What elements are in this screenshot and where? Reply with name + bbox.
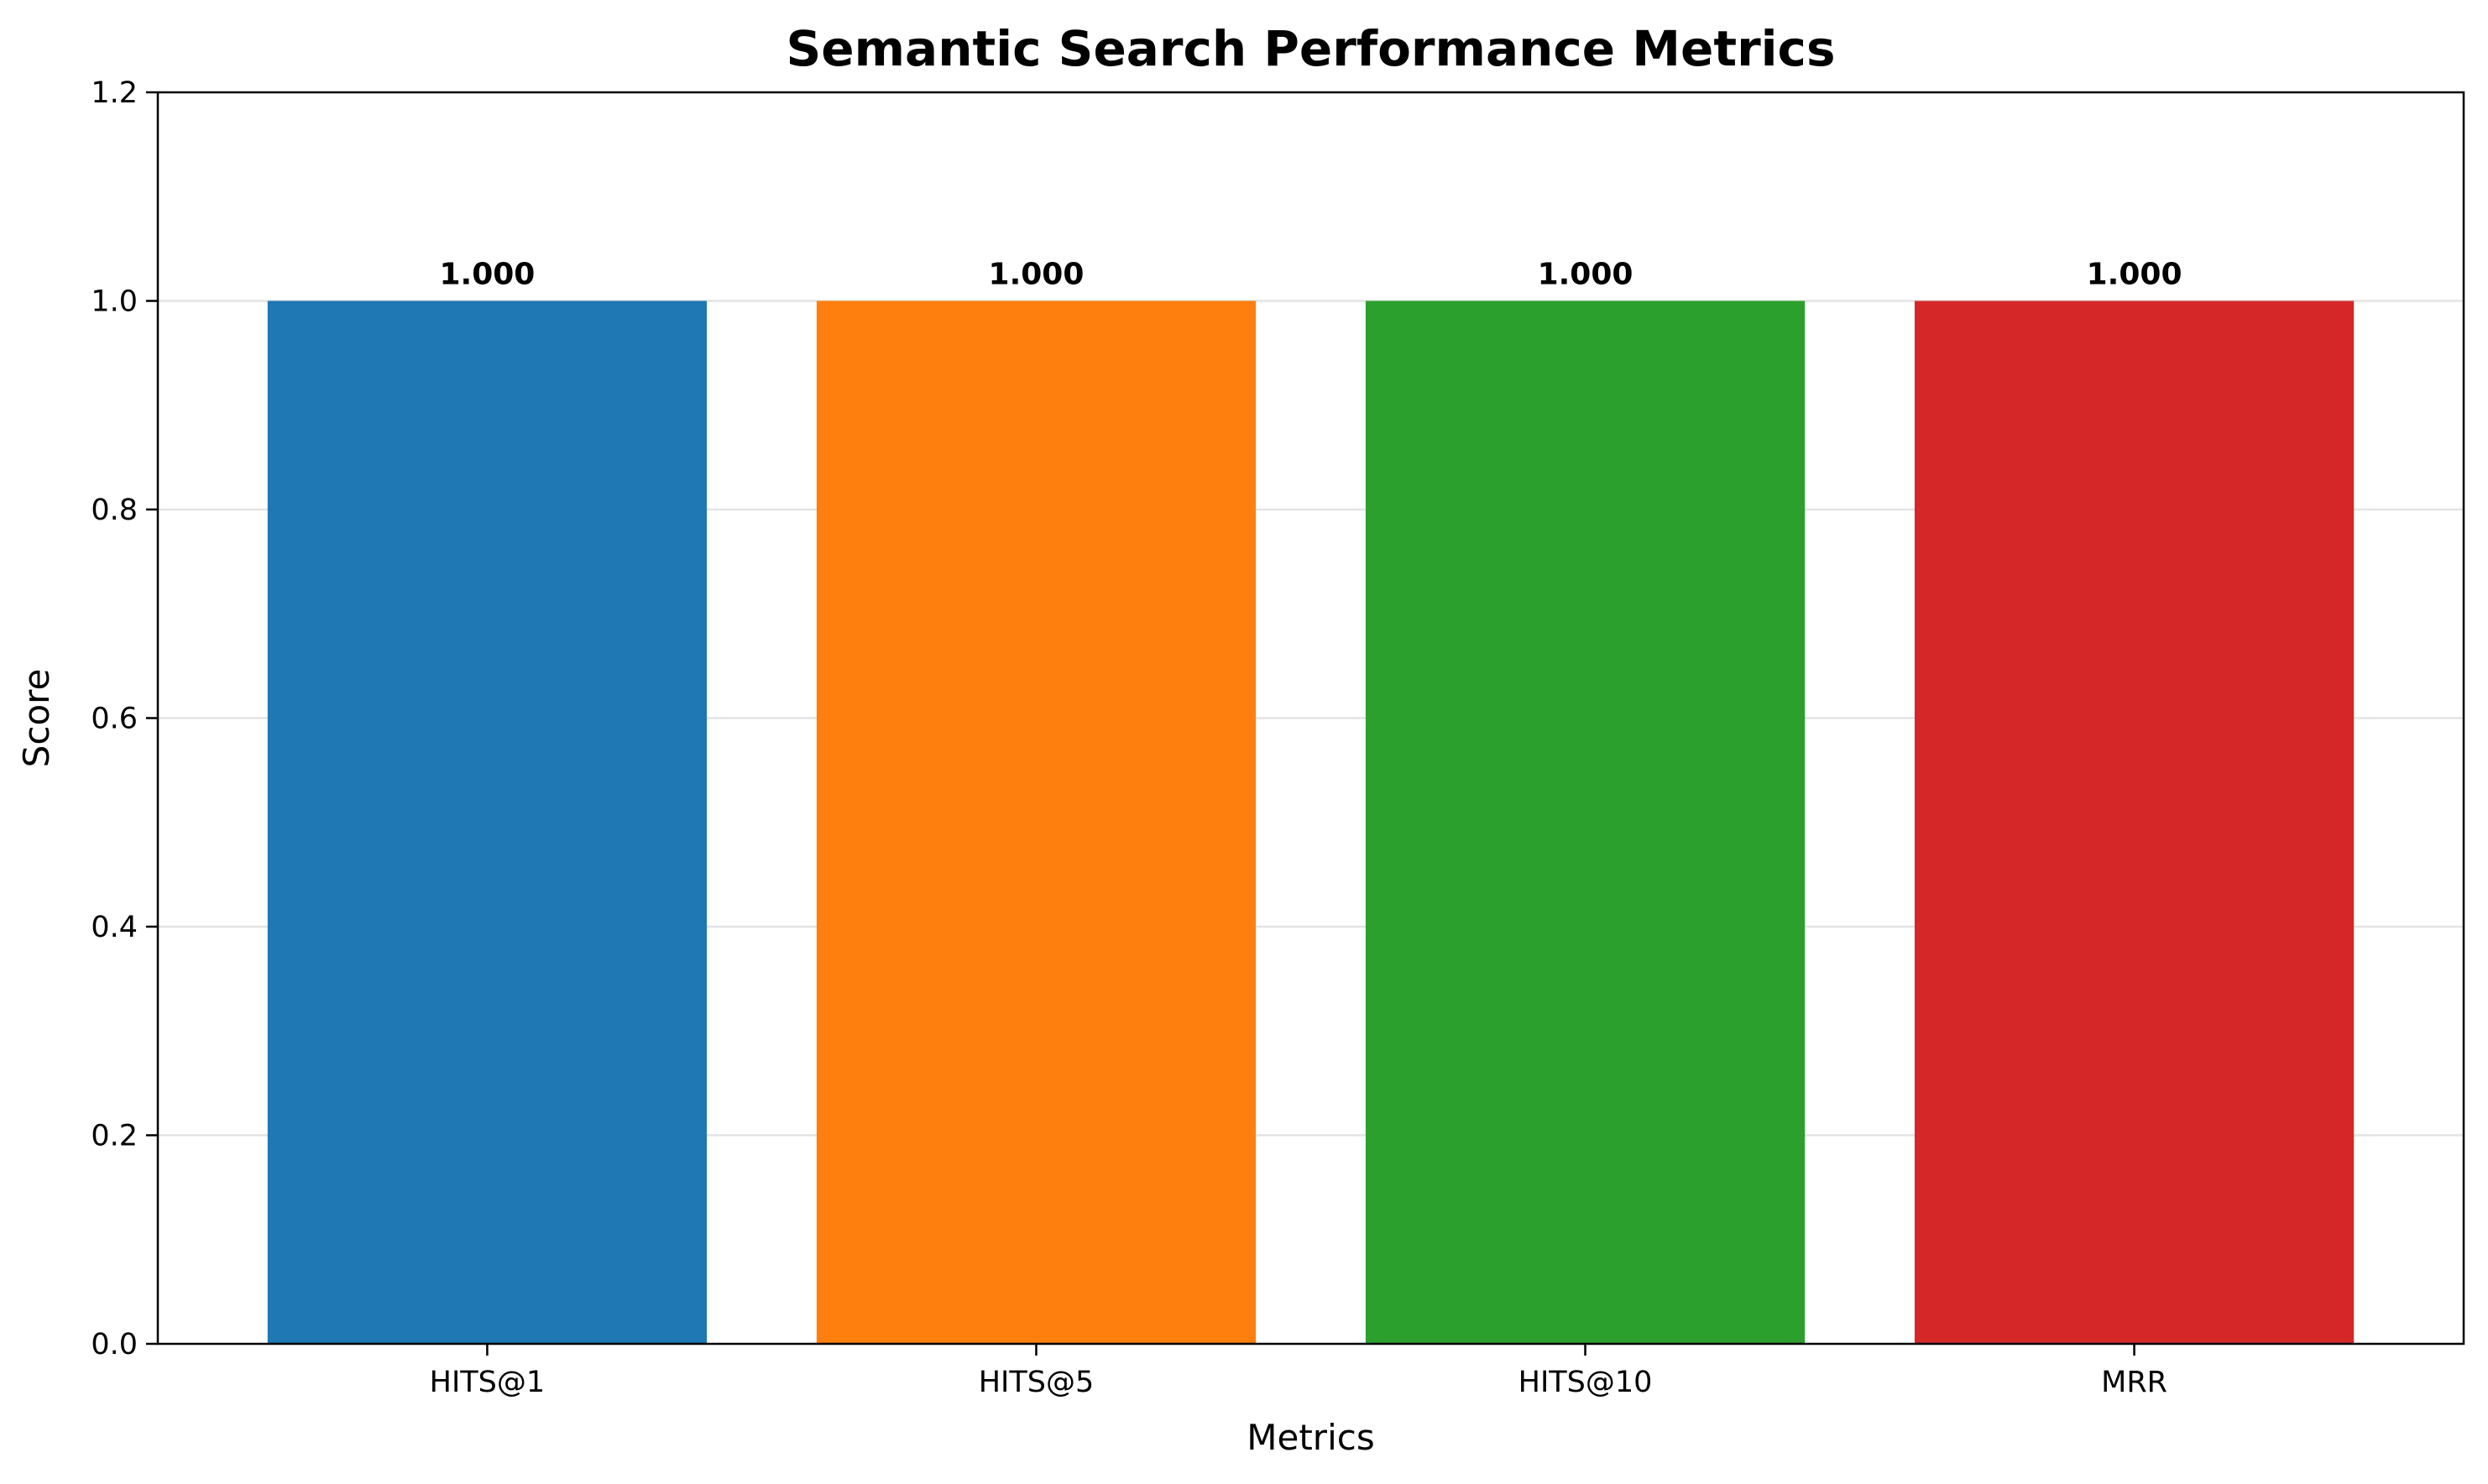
- y-tick-label: 0.6: [91, 703, 138, 736]
- y-tick-label: 0.4: [91, 911, 138, 944]
- bar-hits-10: [1365, 300, 1806, 1344]
- y-tick-label: 0.0: [91, 1328, 138, 1361]
- x-tick-label: HITS@1: [430, 1366, 546, 1399]
- bar-value-label: 1.000: [989, 258, 1085, 292]
- y-tick-label: 1.2: [91, 76, 138, 110]
- x-axis-title: Metrics: [1247, 1417, 1374, 1458]
- y-axis-title: Score: [16, 669, 57, 768]
- bar-mrr: [1914, 300, 2355, 1344]
- bar-hits-1: [267, 300, 708, 1344]
- x-tick-label: HITS@5: [979, 1366, 1095, 1399]
- y-axis-ticks: 0.0 0.2 0.4 0.6 0.8 1.0 1.2: [91, 76, 158, 1361]
- x-tick-label: MRR: [2101, 1366, 2167, 1399]
- y-tick-label: 0.8: [91, 494, 138, 527]
- y-tick-label: 0.2: [91, 1120, 138, 1153]
- bar-hits-5: [816, 300, 1257, 1344]
- bar-value-label: 1.000: [439, 258, 535, 292]
- x-axis-ticks: HITS@1 HITS@5 HITS@10 MRR: [430, 1344, 2167, 1399]
- bars: [267, 300, 2355, 1344]
- bar-value-label: 1.000: [1538, 258, 1633, 292]
- y-tick-label: 1.0: [91, 285, 138, 319]
- x-tick-label: HITS@10: [1518, 1366, 1653, 1399]
- data-labels: 1.000 1.000 1.000 1.000: [439, 258, 2182, 292]
- bar-value-label: 1.000: [2087, 258, 2182, 292]
- chart-title: Semantic Search Performance Metrics: [787, 20, 1836, 77]
